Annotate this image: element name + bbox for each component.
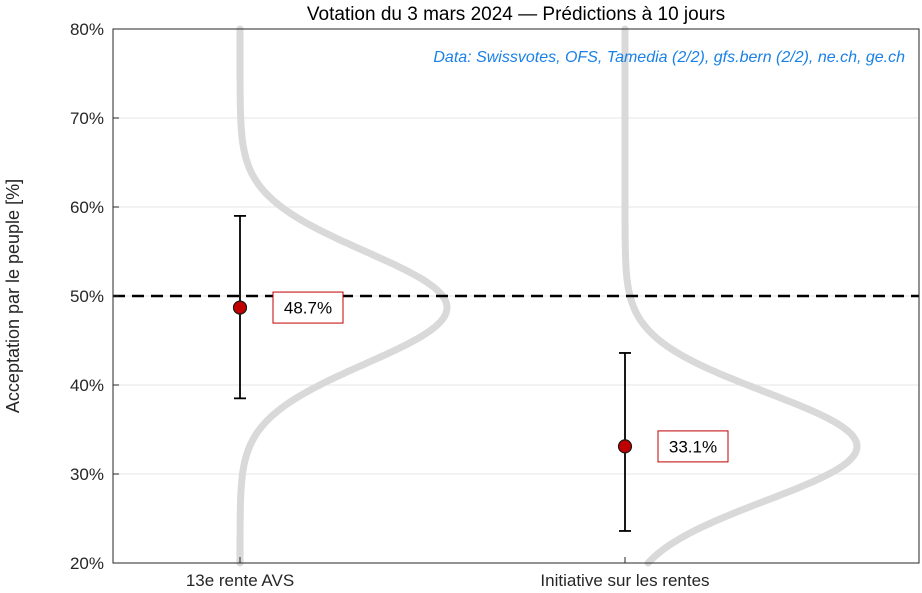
prediction-point	[617, 439, 633, 454]
value-label-box	[657, 430, 729, 463]
value-label: 33.1%	[669, 437, 717, 456]
y-axis-label: Acceptation par le peuple [%]	[3, 179, 23, 413]
y-tick-label: 40%	[70, 376, 104, 395]
data-source: Data: Swissvotes, OFS, Tamedia (2/2), gf…	[433, 49, 905, 66]
y-tick-label: 60%	[70, 198, 104, 217]
value-label-box	[272, 291, 344, 324]
y-tick-label: 20%	[70, 554, 104, 573]
y-tick-label: 30%	[70, 465, 104, 484]
y-tick-label: 50%	[70, 287, 104, 306]
y-tick-label: 70%	[70, 109, 104, 128]
x-tick-label: 13e rente AVS	[186, 571, 294, 590]
prediction-point	[232, 300, 248, 315]
prediction-marks: 48.7% 33.1%	[232, 214, 729, 532]
chart-title: Votation du 3 mars 2024 — Prédictions à …	[307, 4, 725, 25]
axes: 20% 30% 40% 50% 60% 70% 80% 13e rente AVS Initia…	[70, 20, 920, 590]
x-tick-label: Initiative sur les rentes	[540, 571, 709, 590]
value-label: 48.7%	[284, 299, 332, 318]
y-tick-label: 80%	[70, 20, 104, 39]
